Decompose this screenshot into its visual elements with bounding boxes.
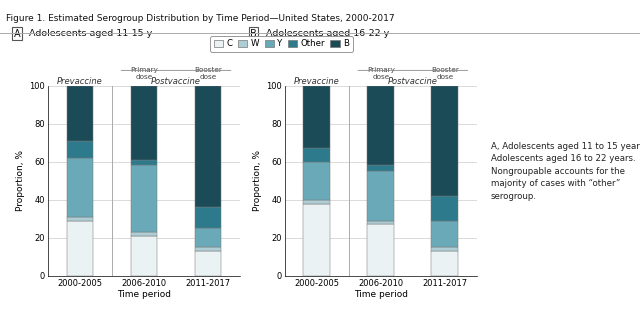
Y-axis label: Proportion, %: Proportion, % bbox=[253, 150, 262, 211]
Bar bbox=[195, 86, 221, 207]
Bar bbox=[367, 165, 394, 171]
Text: Postvaccine: Postvaccine bbox=[151, 77, 201, 86]
Bar bbox=[367, 224, 394, 276]
Text: A: A bbox=[13, 29, 20, 39]
Text: Prevaccine: Prevaccine bbox=[294, 77, 340, 86]
Bar bbox=[131, 232, 157, 236]
Bar bbox=[303, 86, 330, 148]
Bar bbox=[131, 160, 157, 165]
Bar bbox=[431, 251, 458, 276]
Text: Adolescents aged 16-22 y: Adolescents aged 16-22 y bbox=[266, 29, 389, 37]
Bar bbox=[431, 221, 458, 247]
Bar bbox=[431, 247, 458, 251]
Text: Booster
dose: Booster dose bbox=[194, 67, 222, 80]
Legend: C, W, Y, Other, B: C, W, Y, Other, B bbox=[211, 36, 353, 52]
Bar bbox=[303, 200, 330, 204]
Bar bbox=[303, 162, 330, 200]
Text: Postvaccine: Postvaccine bbox=[388, 77, 438, 86]
Bar bbox=[67, 141, 93, 158]
Bar bbox=[131, 165, 157, 232]
Bar bbox=[303, 148, 330, 162]
Text: Prevaccine: Prevaccine bbox=[57, 77, 103, 86]
Bar bbox=[195, 247, 221, 251]
Bar bbox=[67, 217, 93, 221]
Bar bbox=[131, 86, 157, 160]
Text: Primary
dose: Primary dose bbox=[367, 67, 395, 80]
Text: A, Adolescents aged 11 to 15 years. B,
Adolescents aged 16 to 22 years.
Nongroup: A, Adolescents aged 11 to 15 years. B, A… bbox=[491, 142, 640, 201]
Bar bbox=[367, 171, 394, 221]
Text: Primary
dose: Primary dose bbox=[130, 67, 158, 80]
Bar bbox=[195, 251, 221, 276]
Bar bbox=[303, 204, 330, 276]
Bar bbox=[67, 158, 93, 217]
Text: Booster
dose: Booster dose bbox=[431, 67, 459, 80]
Bar bbox=[131, 236, 157, 276]
Y-axis label: Proportion, %: Proportion, % bbox=[16, 150, 26, 211]
Text: Figure 1. Estimated Serogroup Distribution by Time Period—United States, 2000-20: Figure 1. Estimated Serogroup Distributi… bbox=[6, 14, 395, 23]
Bar bbox=[367, 221, 394, 224]
Bar bbox=[67, 221, 93, 276]
X-axis label: Time period: Time period bbox=[354, 290, 408, 299]
Bar bbox=[195, 207, 221, 228]
X-axis label: Time period: Time period bbox=[117, 290, 171, 299]
Bar bbox=[367, 86, 394, 165]
Bar bbox=[67, 86, 93, 141]
Bar bbox=[431, 86, 458, 196]
Text: B: B bbox=[250, 29, 257, 39]
Bar bbox=[431, 196, 458, 221]
Bar bbox=[195, 228, 221, 247]
Text: Adolescents aged 11-15 y: Adolescents aged 11-15 y bbox=[29, 29, 152, 37]
